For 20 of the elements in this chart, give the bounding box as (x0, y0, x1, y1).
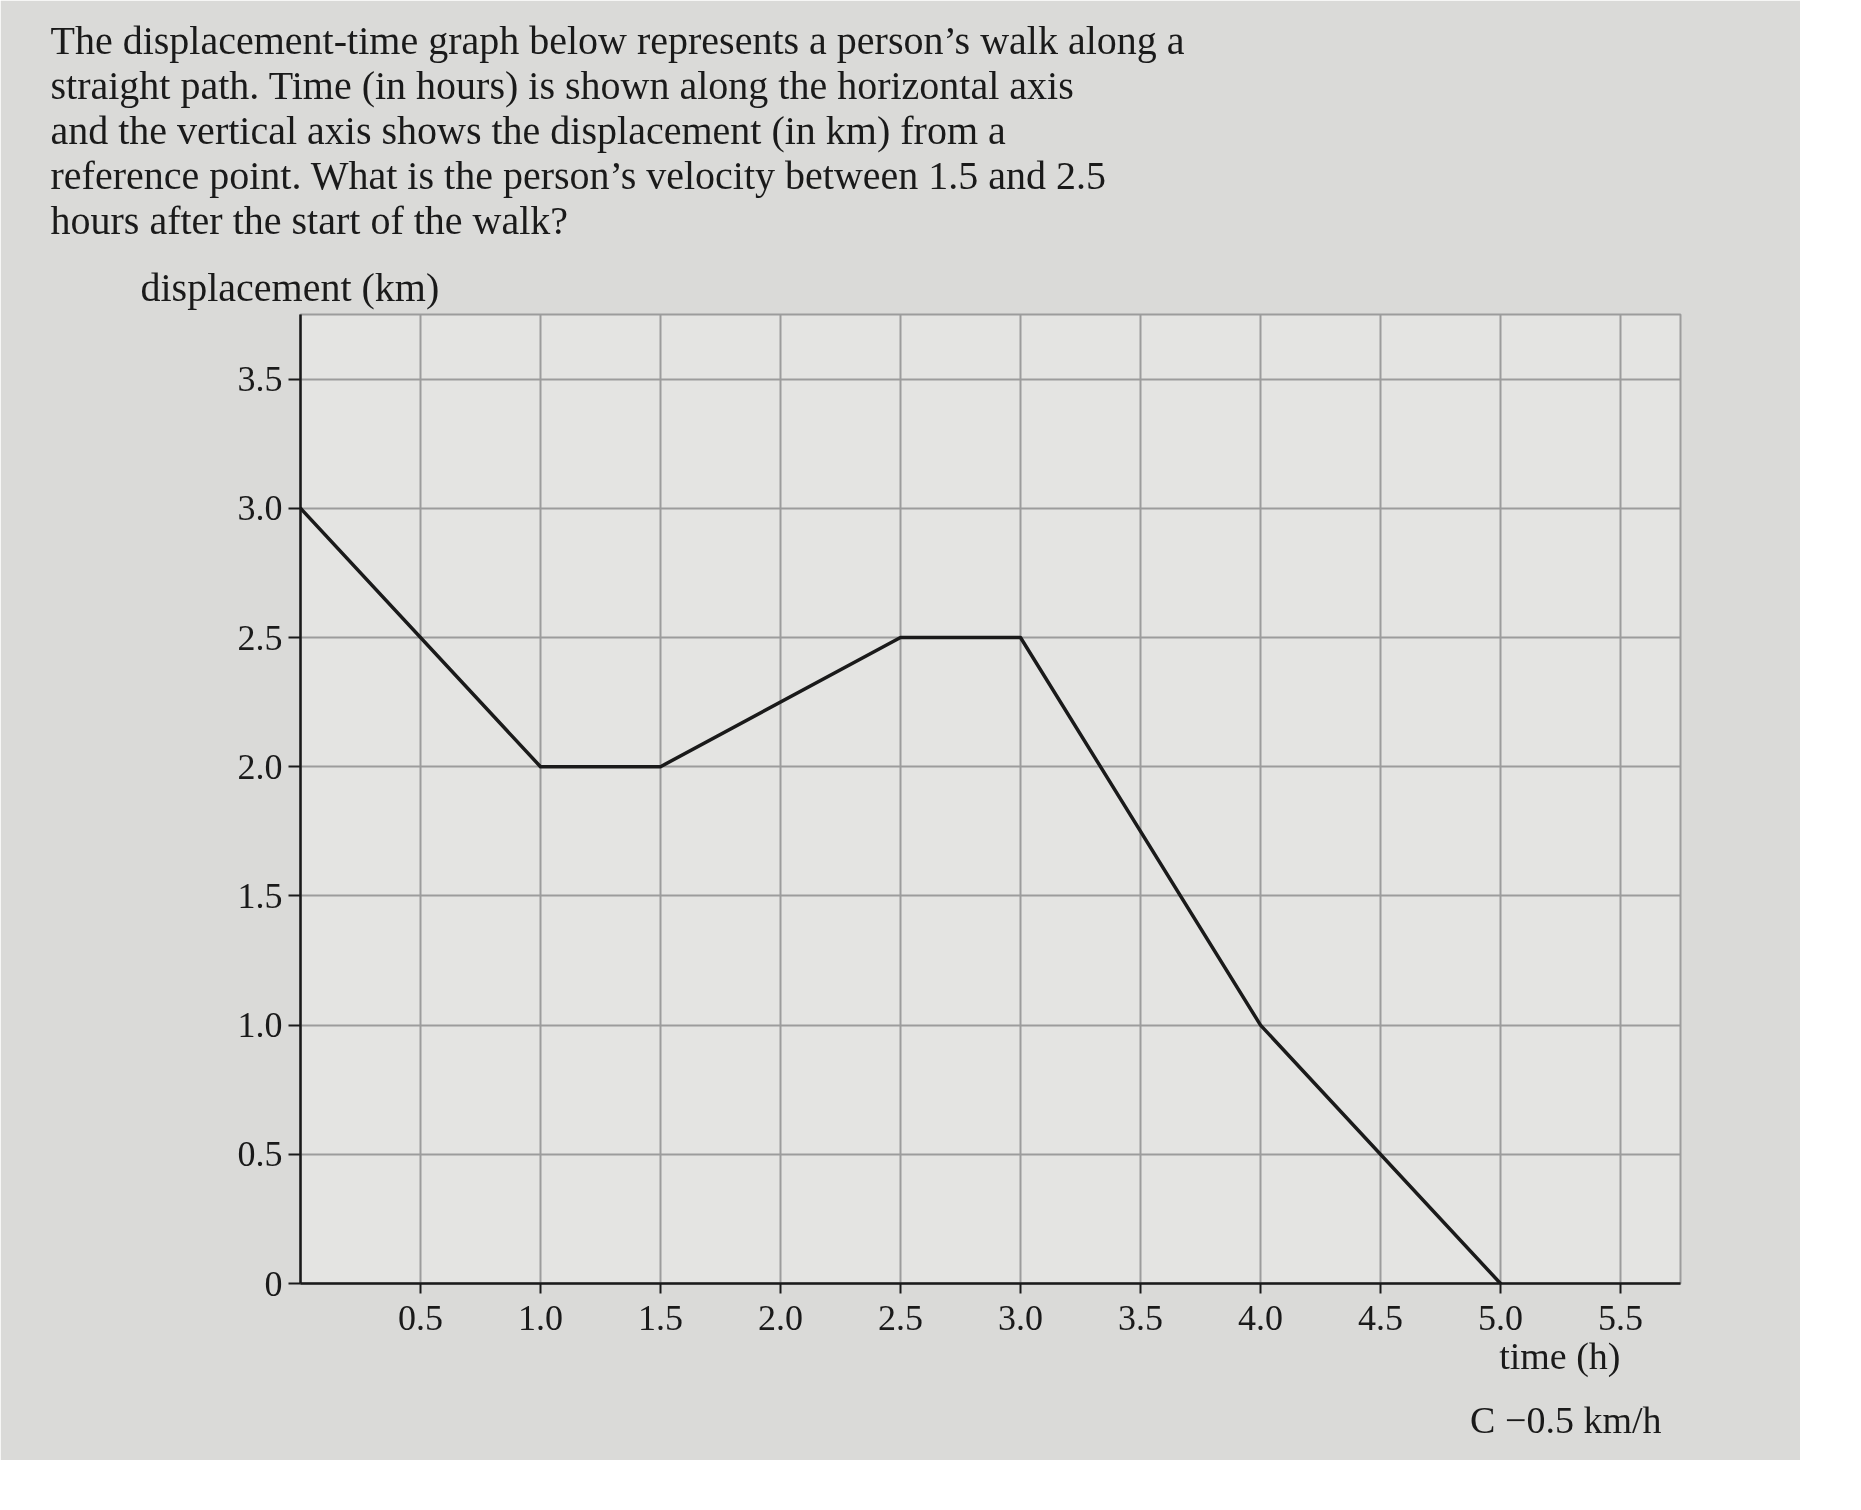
x-tick-label: 1.0 (518, 1297, 563, 1338)
y-tick-label: 2.0 (237, 746, 283, 787)
x-tick-label: 2.5 (878, 1297, 923, 1338)
y-tick-label: 3.0 (237, 488, 283, 529)
y-tick-label: 0 (264, 1263, 283, 1304)
y-axis-title: displacement (km) (140, 264, 440, 310)
x-tick-label: 3.5 (1118, 1297, 1163, 1338)
y-tick-label: 1.0 (237, 1005, 283, 1046)
chart-title: The displacement-time graph below represents a person’s walk along a straight path. Time (in hours) is shown along the horizontal axis and the vertical axis shows the displacement (in km) from a reference point. What is the person’s velocity between 1.5 and 2.5 hours after the start of the walk? (50, 17, 1185, 243)
y-tick-label: 2.5 (237, 617, 283, 658)
x-tick-label: 4.5 (1358, 1297, 1403, 1338)
x-tick-label: 0.5 (398, 1297, 443, 1338)
y-tick-label: 1.5 (237, 875, 283, 916)
x-tick-label: 1.5 (638, 1297, 683, 1338)
x-tick-label: 3.0 (998, 1297, 1043, 1338)
y-tick-label: 0.5 (237, 1134, 283, 1175)
x-tick-label: 2.0 (758, 1297, 803, 1338)
x-tick-label: 4.0 (1238, 1297, 1283, 1338)
y-tick-label: 3.5 (237, 359, 283, 400)
text: C −0.5 km/h (1470, 1398, 1662, 1441)
